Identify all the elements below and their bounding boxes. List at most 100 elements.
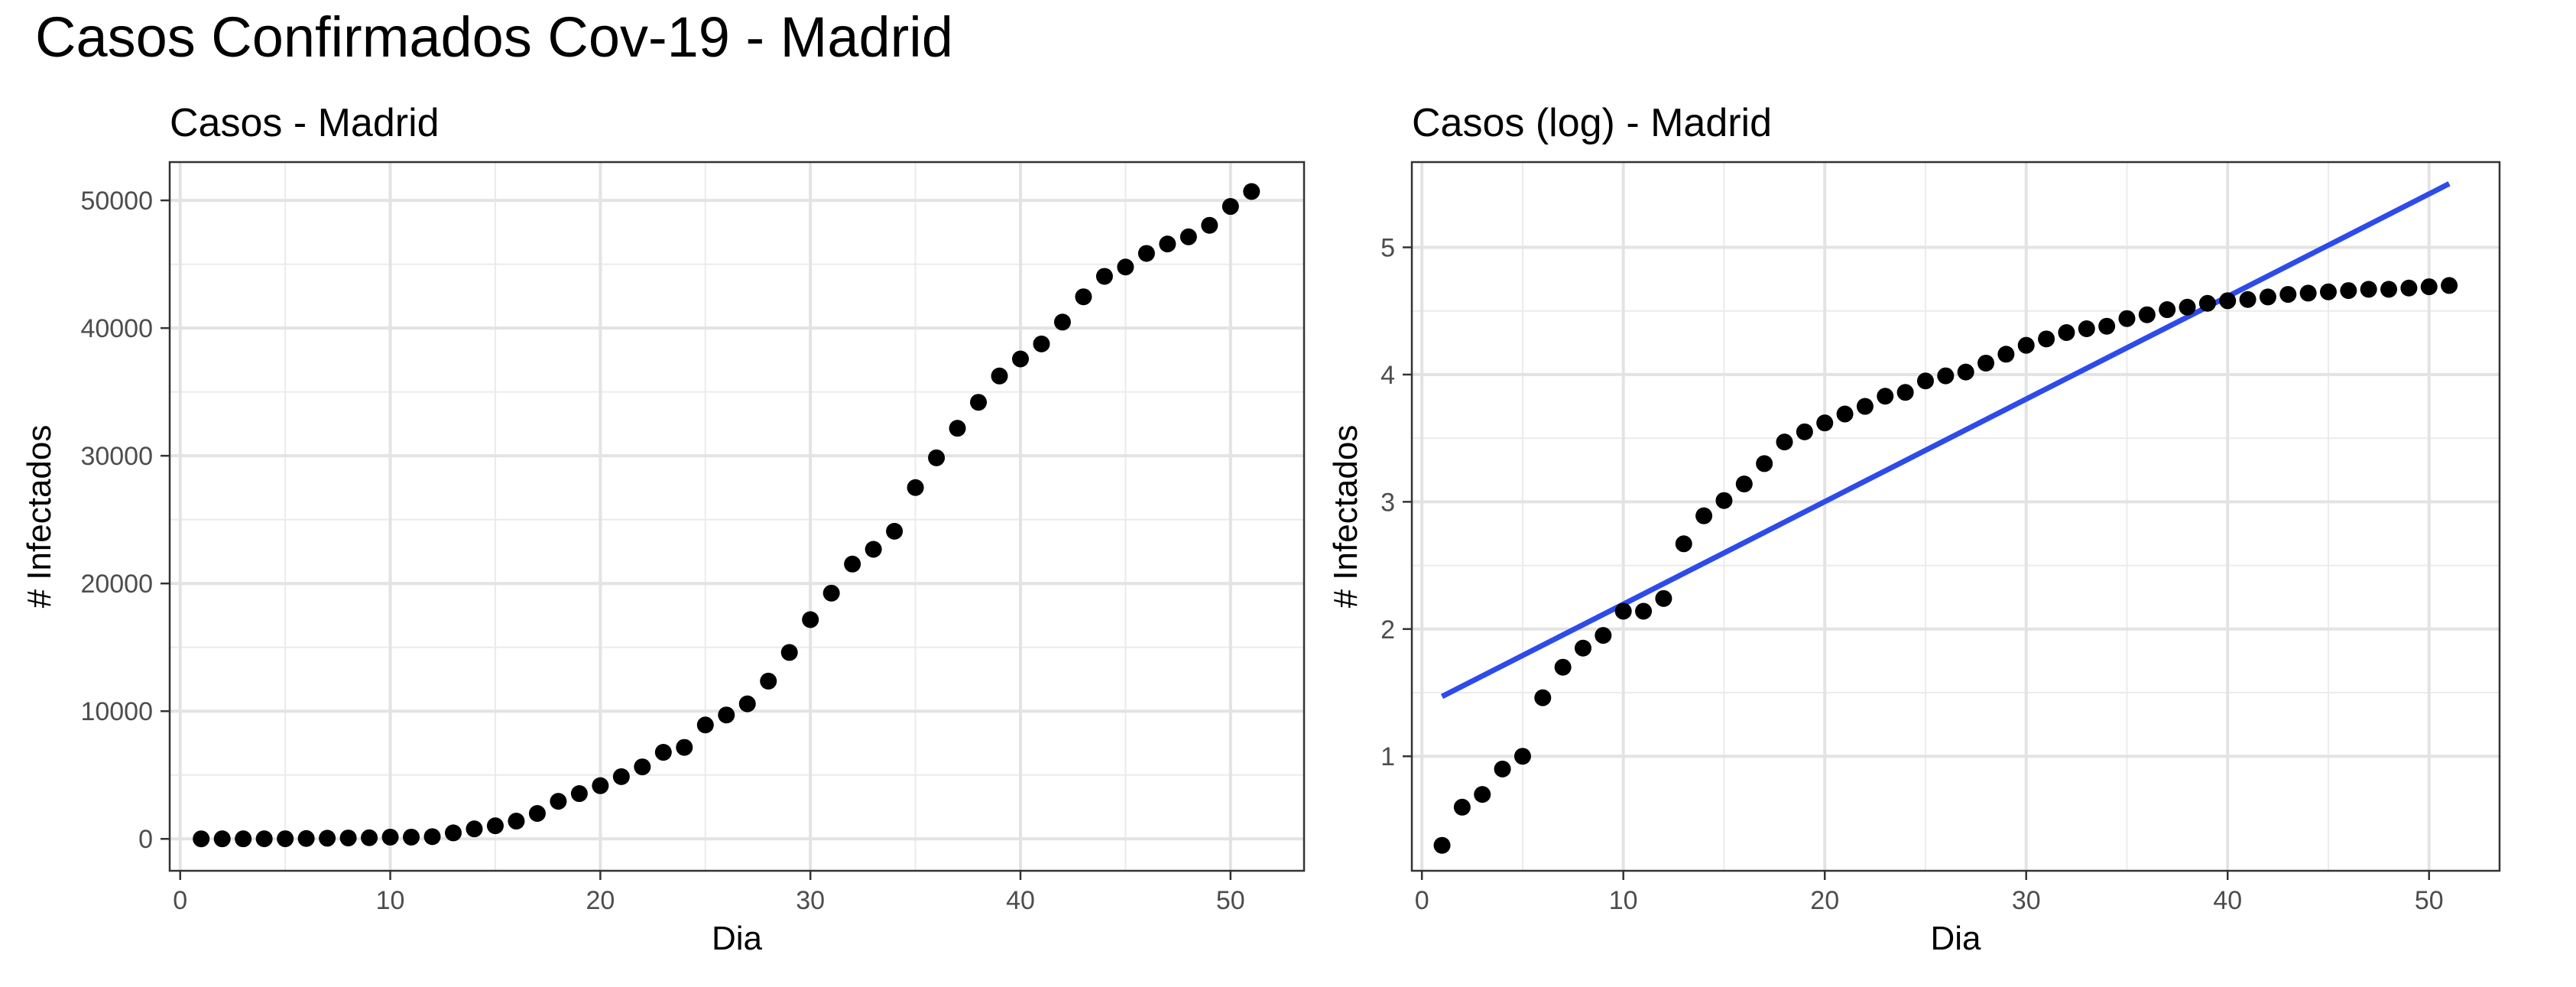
chart-2-plot-area: 0 10 20 30 40 50 1 2 3 4 5 Dia # Infectados bbox=[1327, 161, 2501, 957]
chart-2-data-point bbox=[2058, 324, 2075, 342]
chart-1-data-point bbox=[361, 829, 378, 846]
chart-1-data-point bbox=[193, 830, 210, 848]
chart-1-x-tick-label: 20 bbox=[586, 886, 615, 915]
chart-2-data-point bbox=[2320, 283, 2338, 300]
chart-1-data-point bbox=[676, 739, 693, 756]
chart-2-data-point bbox=[1997, 346, 2015, 363]
chart-2-panel-border bbox=[1410, 161, 2501, 872]
chart-1-data-point bbox=[319, 830, 336, 847]
chart-2-y-tick-label: 2 bbox=[1380, 615, 1395, 644]
chart-1-data-point bbox=[297, 830, 315, 847]
chart-2-data-point bbox=[1695, 507, 1713, 524]
chart-1-data-point bbox=[235, 830, 252, 848]
chart-1-data-point bbox=[255, 830, 273, 848]
chart-2-data-point bbox=[2038, 330, 2055, 348]
chart-1-data-point bbox=[760, 672, 777, 690]
chart-1-data-point bbox=[381, 828, 399, 846]
chart-2-data-point bbox=[2299, 284, 2317, 302]
chart-2-data-point bbox=[2259, 288, 2276, 306]
chart-1-data-point bbox=[780, 644, 798, 661]
chart-1-title: Casos - Madrid bbox=[170, 101, 440, 145]
chart-1-x-tick-label: 40 bbox=[1006, 886, 1035, 915]
chart-1-plot-area: 0 10 20 30 40 50 0 10000 20000 30000 40000 50000 Dia… bbox=[21, 161, 1306, 957]
chart-2-data-point bbox=[1655, 589, 1672, 607]
chart-2-x-axis-label: Dia bbox=[1930, 920, 1981, 957]
chart-1-data-point bbox=[949, 420, 966, 437]
chart-1-y-tick-label: 50000 bbox=[80, 187, 153, 216]
chart-2-data-point bbox=[1574, 639, 1591, 657]
chart-1-y-tick-label: 10000 bbox=[80, 697, 153, 726]
chart-1-data-point bbox=[844, 555, 861, 573]
chart-2-fit-line bbox=[1440, 181, 2451, 700]
chart-1-data-point bbox=[1095, 268, 1113, 285]
chart-1-data-point bbox=[445, 824, 462, 842]
chart-1-data-point bbox=[423, 828, 441, 846]
page-title: Casos Confirmados Cov-19 - Madrid bbox=[35, 5, 953, 69]
chart-1-panel-border bbox=[168, 161, 1306, 872]
chart-1-data-point bbox=[738, 695, 756, 713]
chart-2-data-point bbox=[2441, 277, 2458, 294]
chart-1-data-point bbox=[907, 479, 924, 496]
chart-2-data-point bbox=[1474, 786, 1491, 804]
chart-2-title: Casos (log) - Madrid bbox=[1412, 101, 1772, 145]
chart-2-y-tick-label: 3 bbox=[1380, 488, 1395, 517]
chart-2-data-point bbox=[2098, 317, 2116, 335]
chart-1-data-point bbox=[570, 785, 588, 803]
chart-2-data-point bbox=[2340, 282, 2357, 300]
chart-2-data-point bbox=[1896, 384, 1914, 401]
chart-2-data-point bbox=[1453, 798, 1471, 816]
chart-2-x-tick-label: 50 bbox=[2415, 886, 2444, 915]
chart-2-y-axis-label: # Infectados bbox=[1327, 425, 1364, 609]
chart-2-data-point bbox=[2400, 279, 2418, 297]
chart-2-x-tick-label: 20 bbox=[1810, 886, 1839, 915]
chart-1-data-point bbox=[277, 830, 294, 848]
chart-2-data-point bbox=[1433, 836, 1451, 854]
chart-2-data-point bbox=[2380, 281, 2398, 298]
chart-2-data-point bbox=[1916, 372, 1934, 390]
chart-1-data-point bbox=[339, 830, 357, 847]
chart-1-data-point bbox=[802, 611, 819, 628]
chart-2-data-point bbox=[2078, 320, 2095, 338]
chart-1-data-point bbox=[1012, 350, 1029, 368]
chart-1-data-point bbox=[550, 793, 567, 810]
chart-1-x-tick-label: 30 bbox=[796, 886, 825, 915]
chart-2-data-point bbox=[2159, 301, 2176, 319]
chart-2-data-point bbox=[2219, 292, 2237, 310]
chart-2-data-point bbox=[1595, 627, 1612, 644]
chart-1-data-point bbox=[865, 541, 882, 558]
chart-1-y-tick-label: 30000 bbox=[80, 442, 153, 471]
chart-1-data-point bbox=[486, 817, 504, 835]
chart-1-y-tick-label: 40000 bbox=[80, 314, 153, 343]
chart-2-data-point bbox=[1614, 602, 1632, 620]
chart-2-data-point bbox=[1513, 748, 1531, 765]
chart-2-data-point bbox=[1937, 367, 1955, 385]
chart-1-data-point bbox=[696, 716, 714, 734]
chart-2-data-point bbox=[1554, 658, 1572, 676]
chart-1-data-point bbox=[886, 522, 904, 540]
chart-1-data-point bbox=[1243, 183, 1260, 200]
chart-1-data-point bbox=[1053, 313, 1071, 331]
chart-2-y-tick-label: 4 bbox=[1380, 361, 1395, 390]
chart-1-x-axis-label: Dia bbox=[712, 920, 763, 957]
chart-1-data-point bbox=[213, 830, 231, 848]
chart-1-data-point bbox=[508, 813, 525, 830]
chart-1-data-point bbox=[1201, 216, 1218, 234]
chart-2-data-point bbox=[1877, 388, 1894, 405]
chart-2-data-point bbox=[1856, 398, 1874, 415]
chart-2-data-point bbox=[2138, 306, 2156, 323]
chart-2-data-point bbox=[1534, 689, 1552, 706]
chart-2-data-point bbox=[1957, 363, 1974, 381]
chart-1-x-tick-label: 10 bbox=[376, 886, 405, 915]
chart-1-data-point bbox=[654, 744, 672, 761]
chart-2-x-tick-label: 30 bbox=[2012, 886, 2041, 915]
chart-2-data-point bbox=[1756, 455, 1773, 472]
chart-1-data-point bbox=[634, 758, 651, 776]
chart-2-y-tick-label: 1 bbox=[1380, 742, 1395, 771]
chart-1-data-point bbox=[1033, 335, 1050, 352]
chart-1-data-point bbox=[1159, 235, 1176, 253]
chart-2-x-tick-label: 10 bbox=[1609, 886, 1638, 915]
chart-1-data-point bbox=[1075, 288, 1092, 306]
chart-2-data-point bbox=[1977, 354, 1995, 372]
chart-1-data-point bbox=[528, 805, 546, 823]
